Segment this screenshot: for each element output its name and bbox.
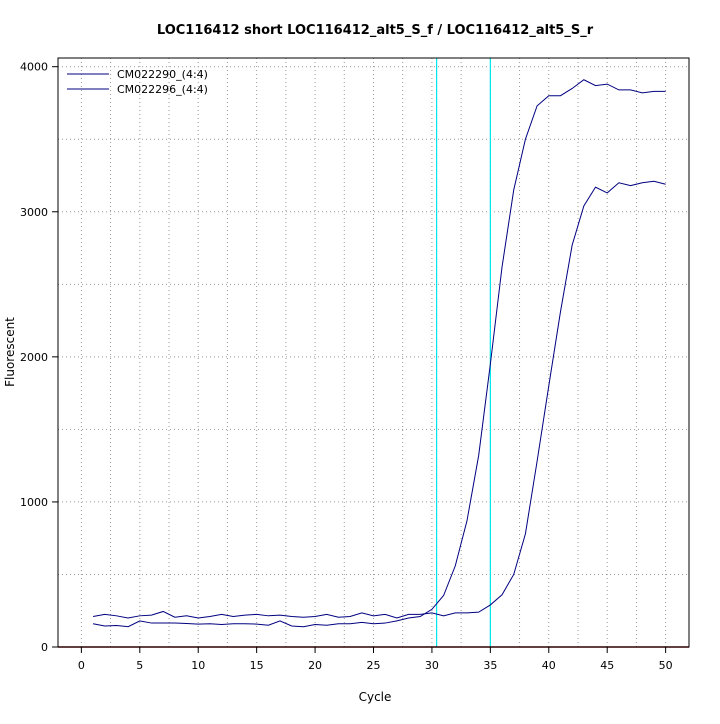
x-tick-label: 45 (600, 659, 614, 672)
x-tick-label: 5 (136, 659, 143, 672)
legend-label: CM022296_(4:4) (117, 83, 208, 96)
x-tick-label: 25 (367, 659, 381, 672)
series-layer (92, 79, 666, 628)
x-tick-label: 50 (659, 659, 673, 672)
x-axis-label: Cycle (359, 690, 392, 704)
x-tick-label: 40 (542, 659, 556, 672)
x-tick-label: 30 (425, 659, 439, 672)
legend-label: CM022290_(4:4) (117, 68, 208, 81)
threshold-layer (436, 58, 491, 647)
x-tick-label: 15 (250, 659, 264, 672)
y-tick-label: 0 (41, 641, 48, 654)
x-tick-label: 10 (191, 659, 205, 672)
x-tick-label: 35 (483, 659, 497, 672)
series-line-2 (92, 180, 666, 619)
y-tick-label: 3000 (20, 206, 48, 219)
y-axis-label: Fluorescent (3, 317, 17, 387)
y-tick-label: 4000 (20, 61, 48, 74)
series-line-1 (92, 79, 666, 628)
chart-title: LOC116412 short LOC116412_alt5_S_f / LOC… (157, 23, 594, 38)
axis-layer: 0 5 10 15 20 25 30 35 40 45 50 0 1000 2000 3000 4000 (20, 61, 673, 672)
y-tick-label: 2000 (20, 351, 48, 364)
x-tick-label: 20 (308, 659, 322, 672)
x-tick-label: 0 (78, 659, 85, 672)
legend: CM022290_(4:4) CM022296_(4:4) (67, 68, 208, 96)
y-tick-label: 1000 (20, 496, 48, 509)
